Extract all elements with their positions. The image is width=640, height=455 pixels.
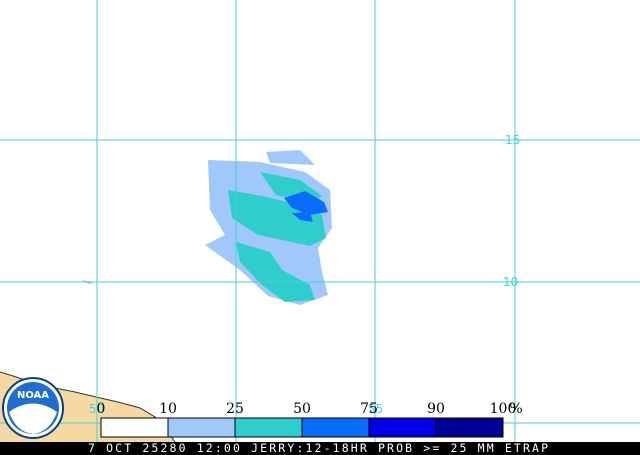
blob-teal bbox=[236, 242, 315, 302]
probability-field bbox=[80, 150, 332, 305]
lat-label: 10 bbox=[503, 275, 518, 289]
blob-teal bbox=[228, 190, 326, 246]
legend-swatch bbox=[435, 417, 504, 438]
lon-label: 55 bbox=[368, 402, 383, 416]
legend-swatch bbox=[167, 417, 236, 438]
legend-label: 0 bbox=[97, 401, 106, 417]
legend-unit: % bbox=[509, 401, 522, 417]
lat-label: 15 bbox=[505, 133, 520, 147]
legend-label: 50 bbox=[293, 401, 311, 417]
caption: 7 OCT 25280 12:00 JERRY:12-18HR PROB >= … bbox=[88, 441, 548, 455]
blob-light bbox=[266, 150, 315, 165]
coastline bbox=[0, 371, 176, 443]
blob-blue bbox=[292, 212, 313, 222]
legend-swatch bbox=[301, 417, 370, 438]
legend-swatch bbox=[368, 417, 437, 438]
lon-label: 50 bbox=[89, 402, 104, 416]
blob-blue bbox=[284, 191, 328, 215]
legend-label: 10 bbox=[159, 401, 177, 417]
legend-swatch bbox=[234, 417, 303, 438]
legend-swatch bbox=[100, 417, 169, 438]
legend-label: 100 bbox=[490, 401, 517, 417]
legend: 0 10 25 50 75 90 100% bbox=[97, 401, 523, 438]
caption-bar bbox=[0, 442, 640, 455]
legend-label: 90 bbox=[427, 401, 445, 417]
legend-label: 75 bbox=[360, 401, 378, 417]
legend-label: 25 bbox=[226, 401, 244, 417]
logo-text: NOAA bbox=[17, 390, 49, 401]
logo-bird bbox=[9, 403, 57, 434]
noaa-logo: NOAA bbox=[2, 377, 64, 439]
